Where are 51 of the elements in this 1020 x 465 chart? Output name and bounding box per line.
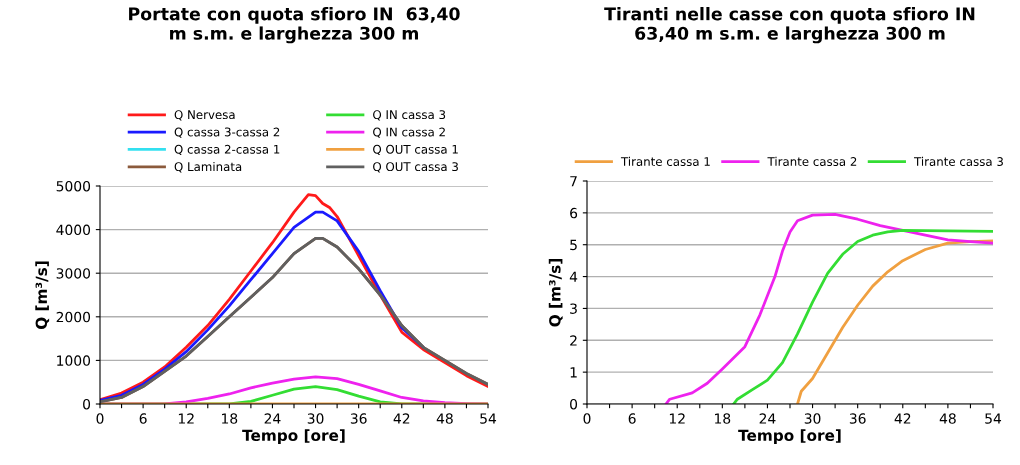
y-tick-label: 0 xyxy=(570,398,578,410)
y-tick-label: 1000 xyxy=(57,355,91,366)
x-axis-title: Tempo [ore] xyxy=(242,429,345,445)
x-tick-label: 6 xyxy=(139,413,147,424)
x-axis-title: Tempo [ore] xyxy=(738,429,841,445)
x-tick-label: 12 xyxy=(669,413,685,424)
legend-label: Q IN cassa 2 xyxy=(373,127,445,138)
legend-label: Q OUT cassa 3 xyxy=(373,162,458,173)
legend-label: Q IN cassa 3 xyxy=(373,110,446,121)
chart-title: Tiranti nelle casse con quota sfioro IN 63,40 m s.m. e larghezza 300 m xyxy=(604,6,975,44)
x-tick-label: 18 xyxy=(715,413,731,424)
x-tick-label: 6 xyxy=(628,413,636,424)
x-tick-label: 54 xyxy=(985,413,1002,424)
y-tick-label: 1 xyxy=(570,367,577,378)
x-tick-label: 48 xyxy=(939,413,956,424)
x-tick-label: 0 xyxy=(583,413,591,424)
legend-label: Q cassa 2-cassa 1 xyxy=(174,144,280,156)
y-tick-label: 2 xyxy=(570,335,577,346)
y-tick-label: 6 xyxy=(570,207,578,219)
y-axis-title: Q [m³/s] xyxy=(35,261,50,330)
x-tick-label: 48 xyxy=(436,413,453,424)
x-tick-label: 0 xyxy=(96,413,104,424)
y-tick-label: 3 xyxy=(570,303,577,314)
legend-label: Q OUT cassa 1 xyxy=(373,144,458,156)
x-tick-label: 12 xyxy=(178,413,194,424)
legend-label: Q Laminata xyxy=(174,161,242,173)
legend-label: Tirante cassa 3 xyxy=(913,156,1003,166)
x-tick-label: 24 xyxy=(759,413,776,424)
y-tick-label: 5 xyxy=(570,239,577,251)
x-tick-label: 42 xyxy=(894,413,911,424)
y-tick-label: 4 xyxy=(569,271,578,282)
x-tick-label: 18 xyxy=(222,413,238,424)
y-tick-label: 3000 xyxy=(56,268,91,279)
y-tick-label: 2000 xyxy=(56,311,91,323)
x-tick-label: 30 xyxy=(804,413,821,424)
y-tick-label: 0 xyxy=(83,398,91,410)
x-tick-label: 42 xyxy=(393,413,410,424)
legend-label: Q cassa 3-cassa 2 xyxy=(174,127,280,138)
y-tick-label: 4000 xyxy=(56,224,91,236)
chart-title: Portate con quota sfioro IN 63,40 m s.m. e larghezza 300 m xyxy=(129,6,460,44)
x-tick-label: 36 xyxy=(849,413,866,424)
x-tick-label: 36 xyxy=(350,413,367,424)
y-tick-label: 7 xyxy=(570,176,577,187)
legend-label: Tirante cassa 2 xyxy=(767,156,857,166)
y-axis-title: Q [m³/s] xyxy=(548,259,563,327)
legend-label: Q Nervesa xyxy=(174,110,235,121)
x-tick-label: 24 xyxy=(264,413,281,424)
legend-label: Tirante cassa 1 xyxy=(620,156,710,166)
y-tick-label: 5000 xyxy=(56,180,91,192)
x-tick-label: 54 xyxy=(480,413,497,424)
x-tick-label: 30 xyxy=(307,413,324,424)
